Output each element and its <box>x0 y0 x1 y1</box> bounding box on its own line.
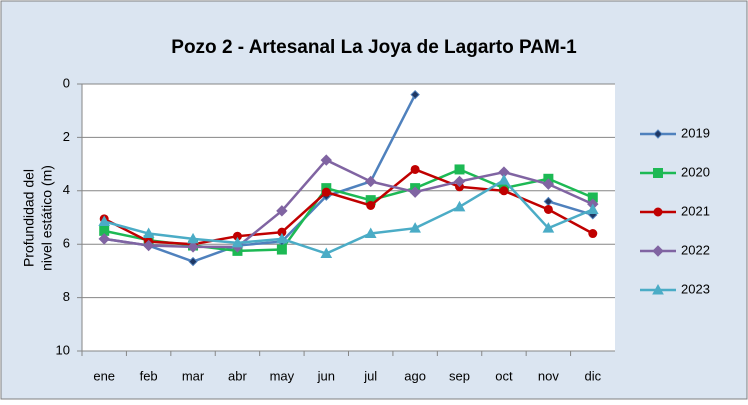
legend-marker <box>652 283 664 295</box>
legend-label: 2019 <box>681 125 710 140</box>
data-point <box>320 247 333 259</box>
data-point <box>276 244 287 255</box>
data-point <box>321 187 331 197</box>
legend-marker <box>652 245 664 257</box>
data-point <box>498 174 510 185</box>
x-tick-label: mar <box>182 368 205 383</box>
data-point <box>187 232 199 244</box>
data-point <box>542 222 555 233</box>
x-tick-label: feb <box>140 368 158 383</box>
data-point <box>410 164 420 174</box>
x-tick-label: nov <box>538 368 559 383</box>
data-point <box>276 205 288 217</box>
y-tick-label: 6 <box>63 236 70 251</box>
data-point <box>454 164 465 175</box>
data-point <box>98 215 111 227</box>
data-point <box>586 203 599 214</box>
data-point <box>409 186 421 198</box>
plot-area <box>82 84 615 351</box>
data-point <box>142 239 155 252</box>
data-point <box>320 154 332 166</box>
data-point <box>410 89 420 100</box>
data-point <box>188 256 198 267</box>
series-line <box>104 158 594 249</box>
x-tick-label: oct <box>495 368 513 383</box>
legend-marker <box>653 168 663 178</box>
legend-label: 2023 <box>681 281 710 296</box>
data-point <box>499 186 509 196</box>
y-axis-label: nivel estático (m) <box>39 165 55 271</box>
x-tick-label: jul <box>363 368 377 383</box>
y-axis-label: Profundidad del <box>21 169 37 267</box>
legend-label: 2022 <box>681 242 710 257</box>
chart-title: Pozo 2 - Artesanal La Joya de Lagarto PA… <box>171 37 577 58</box>
data-point <box>542 178 555 190</box>
data-point <box>364 227 377 239</box>
data-point <box>366 200 376 210</box>
series-line <box>104 94 417 263</box>
data-point <box>365 175 377 188</box>
data-point <box>276 232 288 244</box>
x-tick-label: ago <box>404 368 426 383</box>
data-point <box>409 222 421 233</box>
y-tick-label: 2 <box>63 129 70 144</box>
x-tick-label: ene <box>93 368 115 383</box>
series-line <box>103 168 594 246</box>
legend-label: 2020 <box>681 164 710 179</box>
y-tick-label: 8 <box>63 289 70 304</box>
data-point <box>453 200 466 212</box>
y-tick-label: 0 <box>63 75 70 90</box>
legend-marker <box>653 129 663 139</box>
data-point <box>453 175 466 188</box>
series-line <box>103 178 594 255</box>
legend-marker <box>653 207 663 217</box>
data-point <box>187 241 199 253</box>
x-tick-label: may <box>270 368 295 383</box>
x-tick-label: abr <box>228 368 247 383</box>
y-tick-label: 10 <box>56 342 70 357</box>
data-point <box>588 229 598 239</box>
x-tick-label: dic <box>584 368 601 383</box>
x-tick-label: sep <box>449 368 470 383</box>
y-tick-label: 4 <box>63 182 70 197</box>
data-point <box>98 233 110 245</box>
legend-label: 2021 <box>681 203 710 218</box>
data-point <box>231 236 244 248</box>
x-tick-label: jun <box>317 368 335 383</box>
data-point <box>543 204 553 214</box>
data-point <box>142 227 155 239</box>
